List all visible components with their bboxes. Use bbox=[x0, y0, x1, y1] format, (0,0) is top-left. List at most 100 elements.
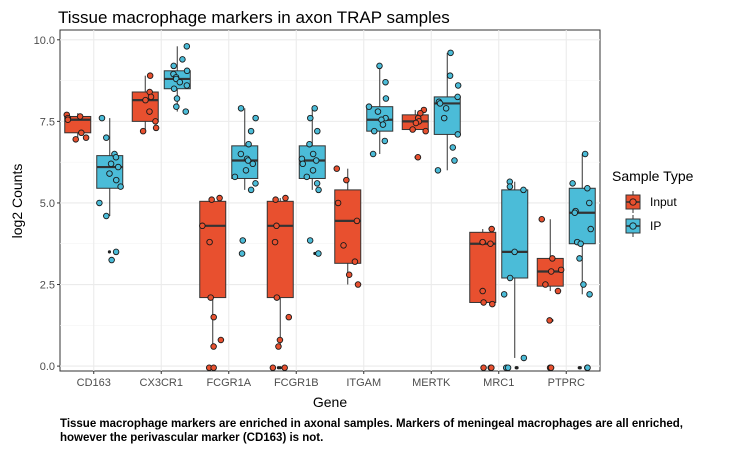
data-point bbox=[422, 127, 429, 135]
x-tick-label: MRC1 bbox=[483, 377, 514, 389]
data-point bbox=[276, 336, 284, 344]
legend-key-point bbox=[629, 222, 637, 230]
data-point bbox=[584, 185, 591, 192]
legend-label-input: Input bbox=[650, 195, 677, 209]
box-input-fcgr1a bbox=[199, 200, 227, 299]
data-point bbox=[303, 173, 311, 181]
data-point bbox=[252, 114, 259, 122]
x-tick-label: ITGAM bbox=[346, 377, 381, 389]
data-point bbox=[374, 108, 382, 115]
data-point bbox=[183, 67, 191, 75]
box-input-fcgr1b bbox=[266, 200, 294, 299]
data-point bbox=[414, 154, 422, 161]
data-point bbox=[577, 240, 584, 247]
data-point bbox=[313, 180, 321, 187]
outlier-point bbox=[578, 366, 582, 370]
data-point bbox=[334, 199, 342, 207]
data-point bbox=[442, 105, 450, 112]
data-point bbox=[82, 134, 90, 141]
data-point bbox=[520, 354, 528, 362]
data-point bbox=[244, 157, 252, 164]
data-point bbox=[309, 167, 317, 174]
data-point bbox=[237, 105, 245, 112]
data-point bbox=[376, 62, 383, 70]
data-point bbox=[152, 124, 160, 132]
data-point bbox=[275, 343, 282, 350]
data-point bbox=[217, 336, 225, 344]
data-point bbox=[112, 154, 120, 161]
data-point bbox=[581, 150, 589, 158]
data-point bbox=[586, 199, 593, 207]
data-point bbox=[114, 163, 122, 171]
data-point bbox=[480, 364, 487, 371]
data-point bbox=[242, 167, 250, 174]
data-point bbox=[370, 127, 378, 135]
data-point bbox=[554, 287, 562, 295]
y-tick-label: 5.0 bbox=[40, 198, 55, 210]
data-point bbox=[299, 160, 307, 168]
data-point bbox=[311, 105, 318, 112]
data-point bbox=[273, 222, 280, 230]
data-point bbox=[245, 140, 252, 148]
data-point bbox=[207, 294, 214, 301]
data-point bbox=[252, 180, 259, 187]
data-point bbox=[449, 144, 457, 151]
legend-label-ip: IP bbox=[650, 219, 661, 233]
data-point bbox=[249, 160, 257, 168]
data-point bbox=[351, 258, 359, 265]
data-point bbox=[549, 255, 556, 262]
data-point bbox=[216, 194, 223, 202]
data-point bbox=[343, 176, 350, 184]
data-point bbox=[546, 317, 553, 324]
data-point bbox=[147, 93, 155, 101]
data-point bbox=[312, 157, 320, 164]
data-point bbox=[210, 313, 217, 321]
data-point bbox=[479, 287, 486, 295]
data-point bbox=[273, 294, 281, 301]
legend: Sample Type Input IP bbox=[612, 168, 694, 237]
y-tick-label: 7.5 bbox=[40, 116, 55, 128]
data-point bbox=[446, 72, 454, 79]
data-point bbox=[271, 238, 279, 246]
data-point bbox=[106, 170, 113, 177]
data-point bbox=[112, 248, 120, 256]
data-point bbox=[142, 96, 149, 104]
data-point bbox=[440, 114, 448, 122]
data-point bbox=[210, 343, 217, 350]
data-point bbox=[231, 173, 239, 181]
data-point bbox=[571, 209, 579, 216]
data-point bbox=[179, 56, 186, 63]
x-tick-label: MERTK bbox=[412, 377, 451, 389]
data-point bbox=[569, 180, 576, 187]
x-tick-label: PTPRC bbox=[548, 377, 585, 389]
data-point bbox=[306, 237, 314, 244]
data-point bbox=[146, 72, 154, 79]
data-point bbox=[547, 268, 555, 275]
data-point bbox=[309, 150, 317, 158]
data-point bbox=[170, 85, 178, 92]
data-point bbox=[108, 256, 115, 264]
box-ip-mrc1 bbox=[501, 189, 529, 279]
data-point bbox=[206, 238, 213, 246]
data-point bbox=[379, 121, 387, 128]
data-point bbox=[237, 150, 245, 158]
data-point bbox=[382, 95, 390, 102]
data-point bbox=[183, 43, 191, 50]
x-axis-label: Gene bbox=[313, 394, 347, 410]
box-ip-ptprc bbox=[568, 187, 596, 245]
data-point bbox=[314, 127, 321, 135]
data-point bbox=[587, 225, 594, 233]
data-point bbox=[511, 248, 518, 256]
data-point bbox=[488, 225, 495, 233]
data-point bbox=[182, 108, 189, 115]
data-point bbox=[369, 150, 377, 158]
data-point bbox=[412, 119, 420, 127]
data-point bbox=[353, 217, 361, 225]
data-point bbox=[113, 176, 120, 184]
data-point bbox=[315, 250, 322, 257]
data-point bbox=[64, 116, 72, 123]
data-point bbox=[247, 186, 255, 194]
data-point bbox=[345, 271, 353, 278]
legend-title: Sample Type bbox=[612, 168, 694, 184]
